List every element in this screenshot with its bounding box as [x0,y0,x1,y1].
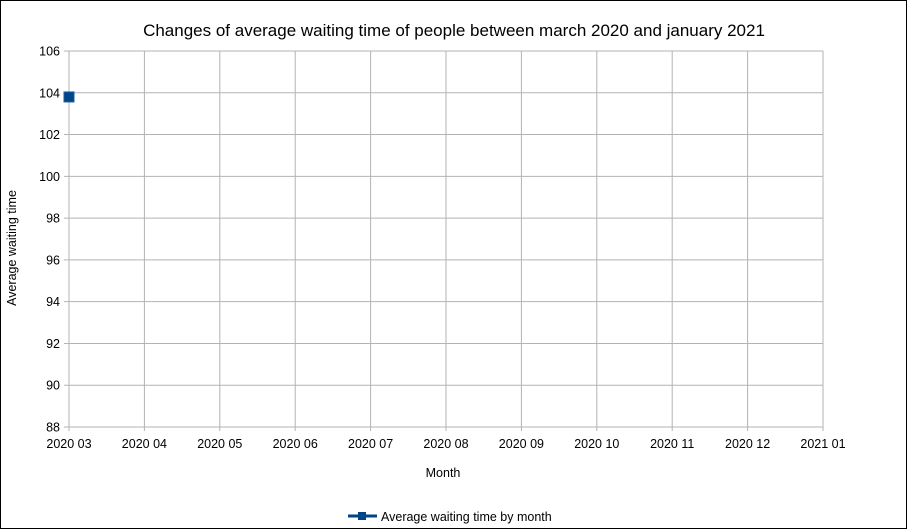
legend-marker-swatch [358,512,366,520]
x-tick-label: 2020 09 [499,437,544,451]
y-tick-label: 96 [46,253,60,267]
x-axis-ticks: 2020 03 2020 04 2020 05 2020 06 2020 07 2020 … [46,437,845,451]
x-tick-label: 2020 08 [423,437,468,451]
y-tick-label: 88 [46,421,60,435]
y-tick-label: 92 [46,337,60,351]
data-point [63,91,75,103]
chart-title: Changes of average waiting time of peopl… [143,21,765,40]
series-layer [63,91,75,103]
x-tick-label: 2020 05 [197,437,242,451]
y-tick-label: 104 [39,86,60,100]
x-tick-label: 2020 06 [273,437,318,451]
y-tick-label: 100 [39,170,60,184]
x-axis-label: Month [426,466,461,480]
x-tick-label: 2020 07 [348,437,393,451]
y-tick-label: 98 [46,212,60,226]
x-tick-label: 2020 10 [574,437,619,451]
x-tick-label: 2020 04 [122,437,167,451]
x-tick-label: 2020 11 [650,437,694,451]
y-axis-ticks: 88 90 92 94 96 98 100 102 104 106 [39,45,60,435]
x-tick-label: 2020 12 [725,437,770,451]
x-tick-label: 2020 03 [46,437,91,451]
legend: Average waiting time by month [348,510,552,524]
y-tick-label: 102 [39,128,60,142]
x-tick-label: 2021 01 [800,437,845,451]
y-tick-label: 94 [46,295,60,309]
y-axis-label: Average waiting time [5,190,19,306]
grid-lines [64,50,824,431]
legend-label: Average waiting time by month [381,510,552,524]
y-tick-label: 90 [46,379,60,393]
y-tick-label: 106 [39,45,60,59]
